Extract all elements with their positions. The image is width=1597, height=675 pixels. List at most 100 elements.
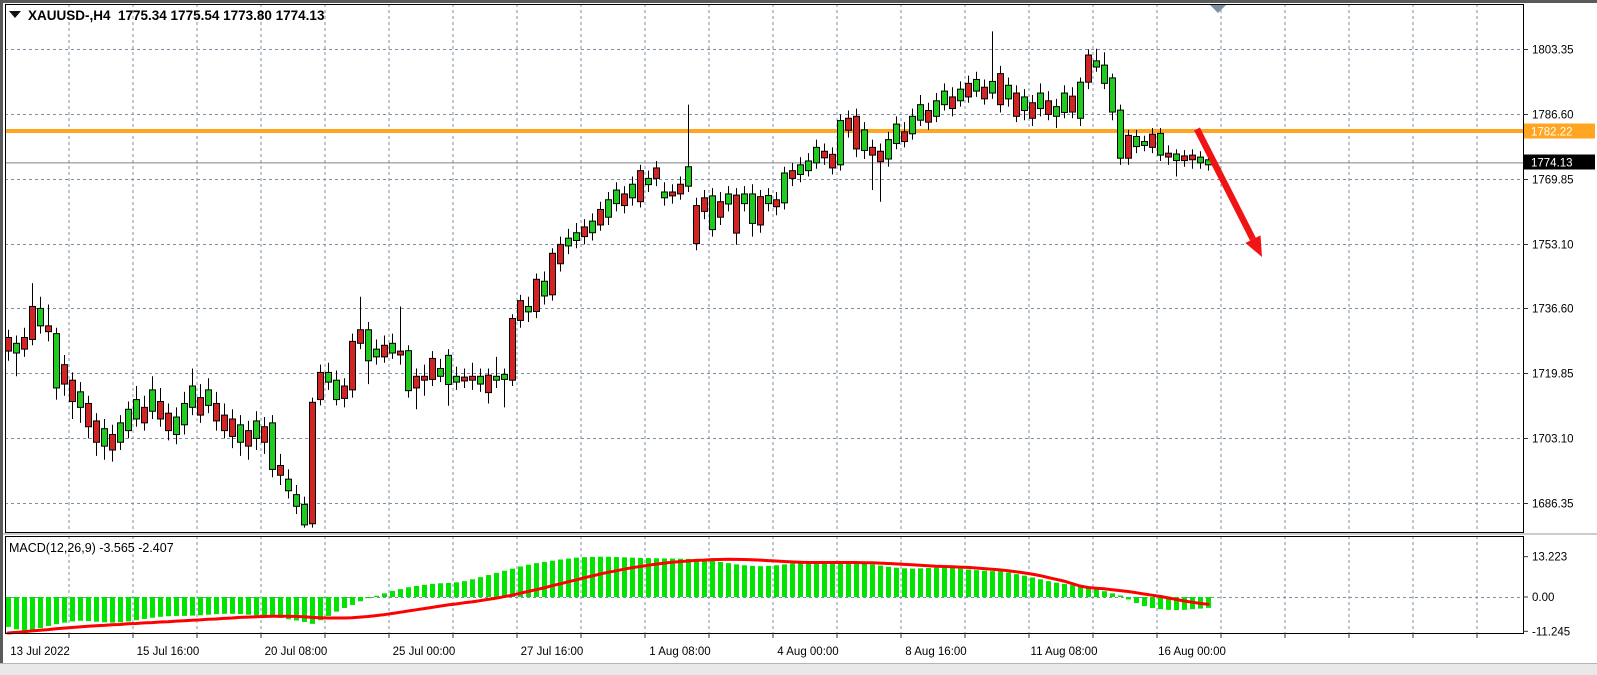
- macd-histogram-bar: [654, 558, 659, 597]
- macd-histogram-bar: [766, 565, 771, 597]
- macd-histogram-bar: [822, 561, 827, 597]
- macd-histogram-bar: [1134, 597, 1139, 604]
- macd-histogram-bar: [206, 597, 211, 615]
- candle-bear: [381, 344, 388, 358]
- time-axis-label: 1 Aug 08:00: [649, 646, 710, 658]
- macd-histogram-bar: [1062, 583, 1067, 597]
- candle-bear: [965, 82, 972, 98]
- time-axis-label: 11 Aug 08:00: [1031, 646, 1098, 658]
- candle-bear: [45, 325, 52, 333]
- candle-bear: [653, 167, 660, 179]
- macd-histogram-bar: [518, 566, 523, 597]
- main-chart-area[interactable]: [5, 4, 1523, 532]
- trend-arrow-object[interactable]: [1194, 127, 1262, 257]
- candle-bull: [893, 123, 900, 144]
- candle-bear: [669, 191, 676, 197]
- macd-histogram-bar: [566, 558, 571, 597]
- macd-histogram-bar: [622, 557, 627, 597]
- candle-bull: [101, 428, 108, 447]
- candle-bull: [645, 177, 652, 186]
- candle-bull: [333, 379, 340, 401]
- macd-histogram-bar: [974, 570, 979, 597]
- macd-histogram-bar: [294, 597, 299, 621]
- time-axis[interactable]: [5, 634, 1523, 662]
- macd-histogram-bar: [190, 597, 195, 616]
- macd-histogram-bar: [326, 597, 331, 616]
- time-axis-label: 15 Jul 16:00: [137, 646, 200, 658]
- window-bottom-strip[interactable]: [0, 663, 1597, 675]
- macd-histogram-bar: [86, 597, 91, 622]
- macd-signal-line: [6, 557, 1210, 635]
- candle-bear: [469, 375, 476, 381]
- candle-bear: [1165, 152, 1172, 158]
- candle-bull: [1117, 109, 1124, 159]
- macd-histogram-bar: [814, 561, 819, 597]
- candle-bear: [533, 278, 540, 313]
- macd-histogram-bar: [494, 572, 499, 597]
- candle-bull: [1133, 136, 1140, 148]
- candle-bull: [605, 199, 612, 218]
- macd-histogram-bar: [30, 597, 35, 631]
- macd-histogram-bar: [358, 597, 363, 602]
- candle-bear: [597, 208, 604, 226]
- candle-bull: [125, 408, 132, 432]
- price-axis[interactable]: [1524, 4, 1597, 633]
- candle-bull: [861, 129, 868, 151]
- time-axis-label: 20 Jul 08:00: [265, 646, 328, 658]
- macd-histogram-bar: [1102, 591, 1107, 597]
- macd-histogram-bar: [286, 597, 291, 620]
- macd-histogram-bar: [310, 597, 315, 624]
- candle-bear: [637, 170, 644, 203]
- macd-histogram-bar: [238, 597, 243, 615]
- macd-histogram-bar: [486, 575, 491, 597]
- macd-histogram-bar: [1070, 585, 1075, 597]
- macd-plot: [6, 556, 1211, 635]
- arrow-shaft: [1194, 127, 1256, 241]
- macd-histogram-bar: [150, 597, 155, 618]
- candle-bear: [517, 300, 524, 321]
- macd-histogram-bar: [734, 564, 739, 597]
- price-tick-label: 1769.85: [1532, 175, 1574, 187]
- candle-bull: [77, 391, 84, 408]
- macd-histogram-bar: [350, 597, 355, 605]
- macd-histogram-bar: [878, 565, 883, 597]
- window-top-edge: [0, 0, 1597, 3]
- candle-bear: [925, 110, 932, 123]
- macd-histogram-bar: [1030, 577, 1035, 597]
- candle-bull: [661, 191, 668, 199]
- price-level-lines[interactable]: [5, 128, 1529, 164]
- macd-histogram-bar: [798, 562, 803, 597]
- candle-bull: [189, 385, 196, 408]
- macd-histogram-bar: [102, 597, 107, 623]
- candle-bear: [93, 420, 100, 443]
- candle-bull: [365, 329, 372, 362]
- candle-bear: [61, 364, 68, 385]
- macd-histogram-bar: [174, 597, 179, 616]
- macd-histogram-bar: [38, 597, 43, 629]
- chart-title-ohlc: 1775.34 1775.54 1773.80 1774.13: [118, 8, 325, 23]
- candle-bull: [237, 424, 244, 443]
- candle-bear: [1045, 100, 1052, 115]
- chart-shift-marker-icon[interactable]: [1210, 5, 1226, 13]
- candle-bull: [797, 164, 804, 176]
- macd-histogram-bar: [790, 563, 795, 597]
- macd-histogram-bar: [406, 587, 411, 597]
- candle-bull: [301, 503, 308, 526]
- candle-bear: [245, 430, 252, 447]
- candle-bear: [421, 375, 428, 381]
- candle-bull: [1109, 77, 1116, 113]
- macd-histogram-bar: [638, 557, 643, 597]
- price-tick-label: 1686.35: [1532, 499, 1574, 511]
- price-tick-label: 1719.85: [1532, 369, 1574, 381]
- candle-bull: [725, 193, 732, 205]
- macd-histogram-bar: [886, 566, 891, 597]
- symbol-dropdown-icon[interactable]: [9, 11, 21, 18]
- candle-bear: [701, 197, 708, 212]
- candle-bull: [205, 389, 212, 406]
- candle-bull: [765, 194, 772, 205]
- macd-indicator-label: MACD(12,26,9) -3.565 -2.407: [9, 541, 174, 555]
- candle-bear: [733, 194, 740, 234]
- arrow-head: [1245, 235, 1262, 257]
- macd-histogram-bar: [118, 597, 123, 623]
